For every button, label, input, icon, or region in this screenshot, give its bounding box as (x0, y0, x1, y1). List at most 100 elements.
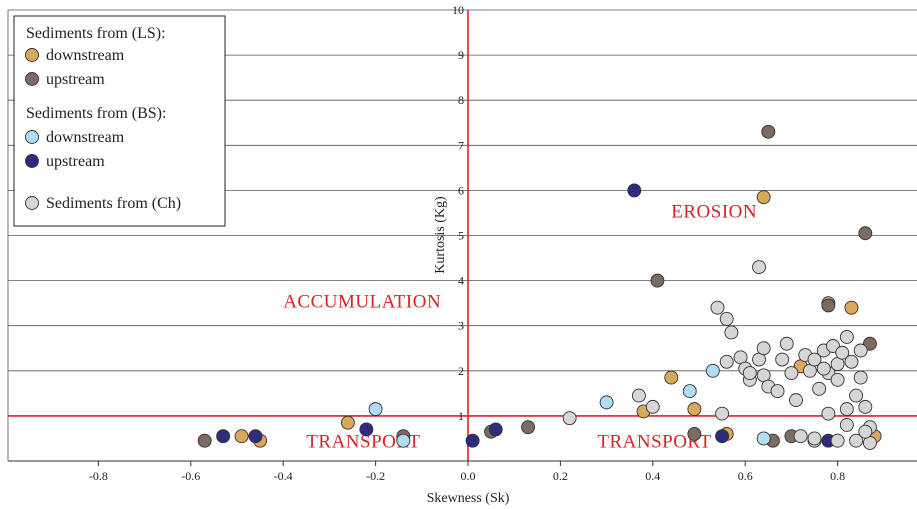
data-point (789, 393, 803, 408)
y-tick-label: 4 (458, 274, 464, 288)
legend-entry: upstream (46, 153, 105, 170)
data-point (844, 354, 859, 369)
x-tick-label: 0.6 (738, 469, 753, 483)
region-labels: EROSION ACCUMULATION TRANSPORT TRANSPORT (283, 201, 757, 452)
data-point (521, 420, 536, 435)
data-point (359, 422, 374, 437)
legend-box (13, 15, 226, 227)
y-tick-label: 10 (452, 3, 464, 17)
data-point (821, 298, 836, 313)
data-point (858, 424, 873, 439)
data-point (858, 226, 873, 241)
data-point (631, 388, 646, 403)
data-point (821, 406, 836, 421)
data-point (687, 426, 702, 441)
legend-entry: Sediments from (Ch) (46, 195, 181, 212)
data-point (775, 352, 790, 367)
data-point (627, 183, 642, 198)
legend-entry: upstream (46, 71, 105, 88)
x-tick-label: 0.4 (645, 469, 660, 483)
y-tick-label: 7 (458, 138, 464, 152)
data-point (770, 384, 785, 399)
y-axis-label: Kurtosis (Kg) (433, 196, 448, 274)
data-point (705, 363, 720, 378)
data-point (719, 354, 734, 369)
y-tick-label: 8 (458, 93, 464, 107)
data-point (234, 429, 249, 444)
axes: 1 2 3 4 5 6 7 8 9 10 -0.8 -0.6 -0.4 -0.2 0.0 0.2 0.4 0.6 0… (7, 3, 917, 483)
legend-marker (25, 130, 39, 144)
data-points (197, 124, 882, 450)
legend-group-title: Sediments from (LS): (26, 25, 166, 42)
data-point (197, 433, 212, 448)
y-tick-label: 6 (458, 183, 464, 197)
data-point (682, 384, 697, 399)
data-point (396, 433, 411, 448)
legend-marker (25, 154, 39, 168)
legend-marker (25, 48, 39, 62)
data-point (807, 431, 822, 446)
y-tick-label: 9 (458, 48, 464, 62)
x-tick-label: -0.4 (274, 469, 293, 483)
y-tick-label: 1 (458, 409, 464, 423)
data-point (830, 433, 845, 448)
x-tick-label: 0.2 (553, 469, 568, 483)
data-point (715, 406, 730, 421)
data-point (465, 433, 480, 448)
legend-group-title: Sediments from (BS): (26, 105, 166, 122)
data-point (742, 366, 757, 381)
y-tick-label: 2 (458, 364, 464, 378)
data-point (793, 429, 808, 444)
x-tick-label: -0.6 (181, 469, 200, 483)
x-tick-label: -0.2 (366, 469, 385, 483)
region-label: ACCUMULATION (283, 292, 441, 313)
data-point (779, 336, 794, 351)
data-point (839, 402, 854, 417)
x-axis-label: Skewness (Sk) (427, 491, 510, 506)
data-point (488, 422, 503, 437)
region-label: EROSION (671, 201, 757, 222)
data-point (835, 345, 850, 360)
data-point (599, 395, 614, 410)
data-point (853, 343, 868, 358)
data-point (812, 381, 827, 396)
data-point (724, 325, 739, 340)
data-point (715, 429, 730, 444)
region-label: TRANSPORT (306, 431, 420, 452)
legend-entry: downstream (46, 129, 125, 146)
data-point (844, 300, 859, 315)
data-point (816, 361, 831, 376)
data-point (710, 300, 725, 315)
data-point (687, 402, 702, 417)
data-point (650, 273, 665, 288)
legend-marker (25, 196, 39, 210)
y-tick-label: 5 (458, 229, 464, 243)
data-point (853, 370, 868, 385)
data-point (340, 415, 355, 430)
data-point (830, 372, 845, 387)
data-point (248, 429, 263, 444)
y-tick-label: 3 (458, 319, 464, 333)
data-point (849, 433, 864, 448)
data-point (784, 366, 799, 381)
threshold-lines (8, 10, 917, 461)
legend-entry: downstream (46, 47, 125, 64)
data-point (839, 417, 854, 432)
data-point (645, 399, 660, 414)
data-point (858, 399, 873, 414)
x-tick-label: -0.8 (89, 469, 108, 483)
data-point (664, 370, 679, 385)
data-point (807, 352, 822, 367)
data-point (368, 402, 383, 417)
data-point (719, 311, 734, 326)
data-point (216, 429, 231, 444)
region-label: TRANSPORT (597, 431, 711, 452)
data-point (752, 260, 767, 275)
x-tick-label: 0.8 (830, 469, 845, 483)
x-tick-label: 0.0 (461, 469, 476, 483)
data-point (756, 190, 771, 205)
data-point (756, 341, 771, 356)
data-point (562, 411, 577, 426)
data-point (839, 330, 854, 344)
